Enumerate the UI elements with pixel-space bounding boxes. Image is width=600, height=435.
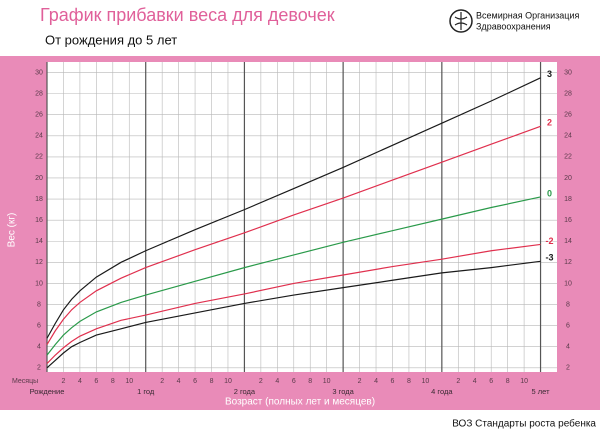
organization-name: Всемирная Организация xyxy=(476,10,579,20)
series-label: 3 xyxy=(547,69,552,79)
x-unit-label: Месяцы xyxy=(12,378,38,385)
series-label: 0 xyxy=(547,188,552,198)
y-tick-label: 28 xyxy=(564,90,572,97)
y-tick-label: 22 xyxy=(564,154,572,161)
y-tick-label: 30 xyxy=(35,69,43,76)
y-tick-label: 6 xyxy=(566,322,570,329)
x-tick-label: 8 xyxy=(210,378,214,385)
y-tick-label: 24 xyxy=(564,133,572,140)
x-tick-label: 10 xyxy=(421,378,429,385)
y-tick-label: 28 xyxy=(35,90,43,97)
x-major-tick-label: 1 год xyxy=(137,387,155,396)
x-major-tick-label: 3 года xyxy=(332,387,354,396)
series-label: -2 xyxy=(546,236,554,246)
line-series xyxy=(46,243,541,364)
x-major-tick-label: 4 года xyxy=(431,387,453,396)
x-tick-label: 4 xyxy=(177,378,181,385)
x-tick-label: 6 xyxy=(292,378,296,385)
footer: ВОЗ Стандарты роста ребенка xyxy=(452,418,596,430)
x-major-tick-label: 2 года xyxy=(234,387,256,396)
y-tick-label: 10 xyxy=(35,280,43,287)
x-tick-label: 10 xyxy=(125,378,133,385)
x-tick-label: 10 xyxy=(520,378,528,385)
y-tick-label: 16 xyxy=(35,217,43,224)
logo-staff xyxy=(454,12,468,30)
y-tick-label: 20 xyxy=(564,175,572,182)
y-axis-title: Вес (кг) xyxy=(7,213,18,248)
organization-name: Здравоохранения xyxy=(476,21,551,31)
line-series xyxy=(46,125,541,345)
y-tick-label: 10 xyxy=(564,280,572,287)
y-tick-label: 14 xyxy=(564,238,572,245)
y-tick-label: 18 xyxy=(35,196,43,203)
x-tick-label: 4 xyxy=(275,378,279,385)
y-tick-label: 16 xyxy=(564,217,572,224)
y-tick-label: 12 xyxy=(35,259,43,266)
chart-subtitle: От рождения до 5 лет xyxy=(45,32,177,47)
y-tick-label: 14 xyxy=(35,238,43,245)
y-tick-label: 8 xyxy=(37,301,41,308)
x-tick-label: 2 xyxy=(358,378,362,385)
x-tick-label: 4 xyxy=(374,378,378,385)
line-series xyxy=(46,260,541,369)
y-tick-label: 18 xyxy=(564,196,572,203)
x-tick-label: 2 xyxy=(61,378,65,385)
x-major-tick-label: 5 лет xyxy=(532,387,551,396)
x-tick-label: 10 xyxy=(323,378,331,385)
plot-area xyxy=(47,62,557,372)
y-tick-label: 20 xyxy=(35,175,43,182)
x-tick-label: 8 xyxy=(111,378,115,385)
logo-emblem xyxy=(449,9,473,33)
y-tick-label: 4 xyxy=(37,344,41,351)
x-tick-label: 6 xyxy=(391,378,395,385)
y-tick-label: 2 xyxy=(37,365,41,372)
y-tick-label: 22 xyxy=(35,154,43,161)
x-tick-label: 4 xyxy=(473,378,477,385)
x-tick-label: 8 xyxy=(407,378,411,385)
x-tick-label: 10 xyxy=(224,378,232,385)
line-series xyxy=(46,77,541,339)
x-tick-label: 4 xyxy=(78,378,82,385)
x-tick-label: 6 xyxy=(193,378,197,385)
x-tick-label: 2 xyxy=(160,378,164,385)
y-tick-label: 26 xyxy=(35,112,43,119)
x-tick-label: 6 xyxy=(94,378,98,385)
y-tick-label: 12 xyxy=(564,259,572,266)
x-tick-label: 8 xyxy=(506,378,510,385)
line-series xyxy=(46,196,541,356)
y-tick-label: 4 xyxy=(566,344,570,351)
y-tick-label: 8 xyxy=(566,301,570,308)
x-tick-label: 2 xyxy=(259,378,263,385)
y-tick-label: 26 xyxy=(564,112,572,119)
y-tick-label: 2 xyxy=(566,365,570,372)
who-logo xyxy=(449,9,473,33)
y-tick-label: 30 xyxy=(564,69,572,76)
chart-title: График прибавки веса для девочек xyxy=(40,5,335,25)
y-tick-label: 24 xyxy=(35,133,43,140)
x-major-tick-label: Рождение xyxy=(30,387,65,396)
x-tick-label: 8 xyxy=(308,378,312,385)
x-axis-title: Возраст (полных лет и месяцев) xyxy=(225,397,375,408)
y-tick-label: 6 xyxy=(37,322,41,329)
series-label: -3 xyxy=(546,253,554,263)
x-tick-label: 6 xyxy=(489,378,493,385)
x-tick-label: 2 xyxy=(456,378,460,385)
series-label: 2 xyxy=(547,118,552,128)
